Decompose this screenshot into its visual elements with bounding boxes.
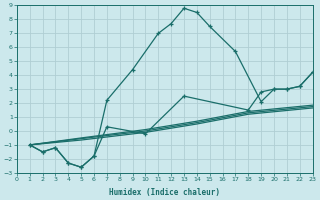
X-axis label: Humidex (Indice chaleur): Humidex (Indice chaleur) (109, 188, 220, 197)
